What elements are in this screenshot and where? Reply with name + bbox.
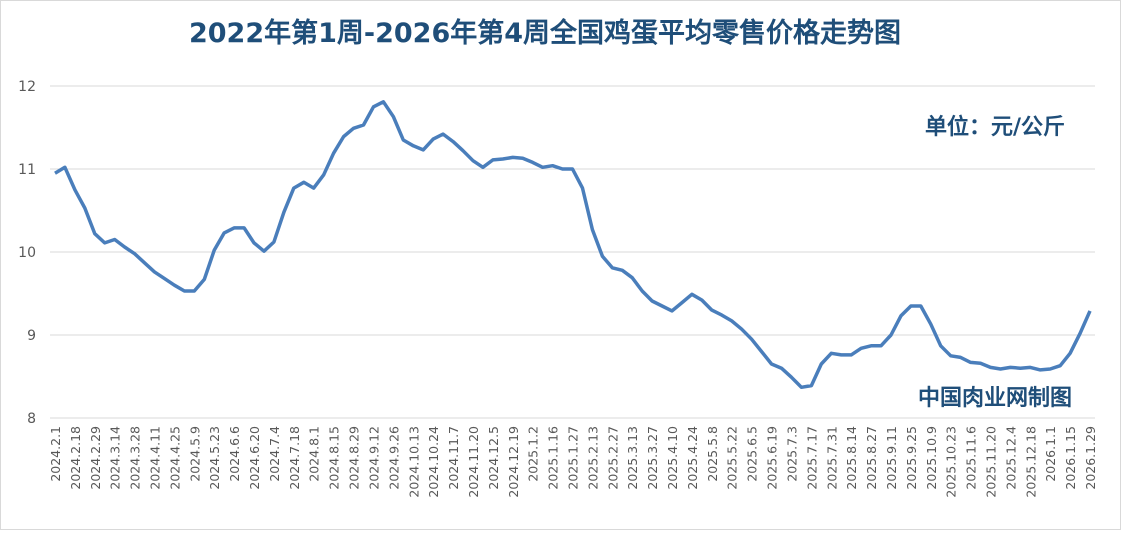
- line: [54, 100, 1092, 390]
- x-tick-label: 2025.10.23: [944, 426, 959, 498]
- x-tick-label: 2025.1.27: [566, 426, 581, 490]
- x-tick-label: 2024.6.6: [227, 426, 242, 482]
- x-tick-label: 2025.8.27: [864, 426, 879, 490]
- x-tick-label: 2024.11.7: [446, 426, 461, 490]
- x-tick-label: 2025.10.9: [924, 426, 939, 490]
- x-tick-label: 2025.3.27: [645, 426, 660, 490]
- x-tick-label: 2024.5.23: [207, 426, 222, 490]
- x-tick-label: 2025.7.31: [824, 426, 839, 490]
- x-tick-label: 2024.2.29: [88, 426, 103, 490]
- x-tick-label: 2024.3.14: [108, 426, 123, 490]
- x-tick-label: 2024.8.15: [327, 426, 342, 490]
- source-annotation: 中国肉业网制图: [918, 386, 1072, 411]
- y-tick-label: 8: [27, 411, 36, 427]
- x-tick-label: 2025.1.16: [546, 426, 561, 490]
- x-tick-label: 2025.4.24: [685, 426, 700, 490]
- x-tick-label: 2025.7.3: [784, 426, 799, 482]
- x-tick-label: 2025.5.8: [705, 426, 720, 482]
- x-tick-label: 2024.9.12: [366, 426, 381, 490]
- x-tick-label: 2024.11.20: [466, 426, 481, 498]
- x-tick-label: 2025.11.6: [964, 426, 979, 490]
- x-tick-label: 2025.6.5: [745, 426, 760, 482]
- x-tick-label: 2024.4.11: [148, 426, 163, 490]
- x-tick-label: 2024.7.18: [287, 426, 302, 490]
- x-tick-label: 2025.7.17: [804, 426, 819, 490]
- x-tick-label: 2024.7.4: [267, 426, 282, 482]
- x-tick-label: 2024.8.29: [347, 426, 362, 490]
- x-tick-label: 2024.4.25: [167, 426, 182, 490]
- x-tick-label: 2024.3.28: [128, 426, 143, 490]
- y-tick-label: 9: [27, 328, 36, 344]
- chart-title: 2022年第1周-2026年第4周全国鸡蛋平均零售价格走势图: [189, 17, 901, 49]
- x-tick-label: 2025.12.4: [1003, 426, 1018, 490]
- unit-annotation: 单位：元/公斤: [925, 114, 1065, 140]
- y-tick-label: 11: [18, 162, 36, 178]
- x-tick-label: 2024.10.13: [406, 426, 421, 498]
- x-tick-label: 2024.2.1: [48, 426, 63, 482]
- y-tick-label: 12: [18, 79, 36, 95]
- x-tick-label: 2024.9.26: [386, 426, 401, 490]
- x-tick-label: 2025.3.13: [625, 426, 640, 490]
- x-tick-label: 2025.11.20: [984, 426, 999, 498]
- x-tick-label: 2024.5.9: [187, 426, 202, 482]
- x-tick-label: 2025.12.18: [1023, 426, 1038, 498]
- x-tick-label: 2025.2.27: [605, 426, 620, 490]
- x-tick-label: 2026.1.15: [1063, 426, 1078, 490]
- x-tick-label: 2025.5.22: [725, 426, 740, 490]
- x-tick-label: 2025.9.11: [884, 426, 899, 490]
- x-tick-label: 2024.6.20: [247, 426, 262, 490]
- x-tick-label: 2024.2.18: [68, 426, 83, 490]
- x-tick-label: 2025.2.13: [585, 426, 600, 490]
- x-tick-label: 2024.10.24: [426, 426, 441, 498]
- x-tick-label: 2026.1.29: [1083, 426, 1098, 490]
- x-tick-label: 2026.1.1: [1043, 426, 1058, 482]
- x-tick-label: 2025.4.10: [665, 426, 680, 490]
- x-tick-label: 2025.1.2: [526, 426, 541, 482]
- x-tick-label: 2025.6.19: [765, 426, 780, 490]
- x-tick-label: 2025.8.14: [844, 426, 859, 490]
- y-tick-label: 10: [18, 245, 36, 261]
- x-tick-label: 2024.8.1: [307, 426, 322, 482]
- x-tick-label: 2024.12.19: [506, 426, 521, 498]
- x-tick-label: 2025.9.25: [904, 426, 919, 490]
- x-tick-label: 2024.12.5: [486, 426, 501, 490]
